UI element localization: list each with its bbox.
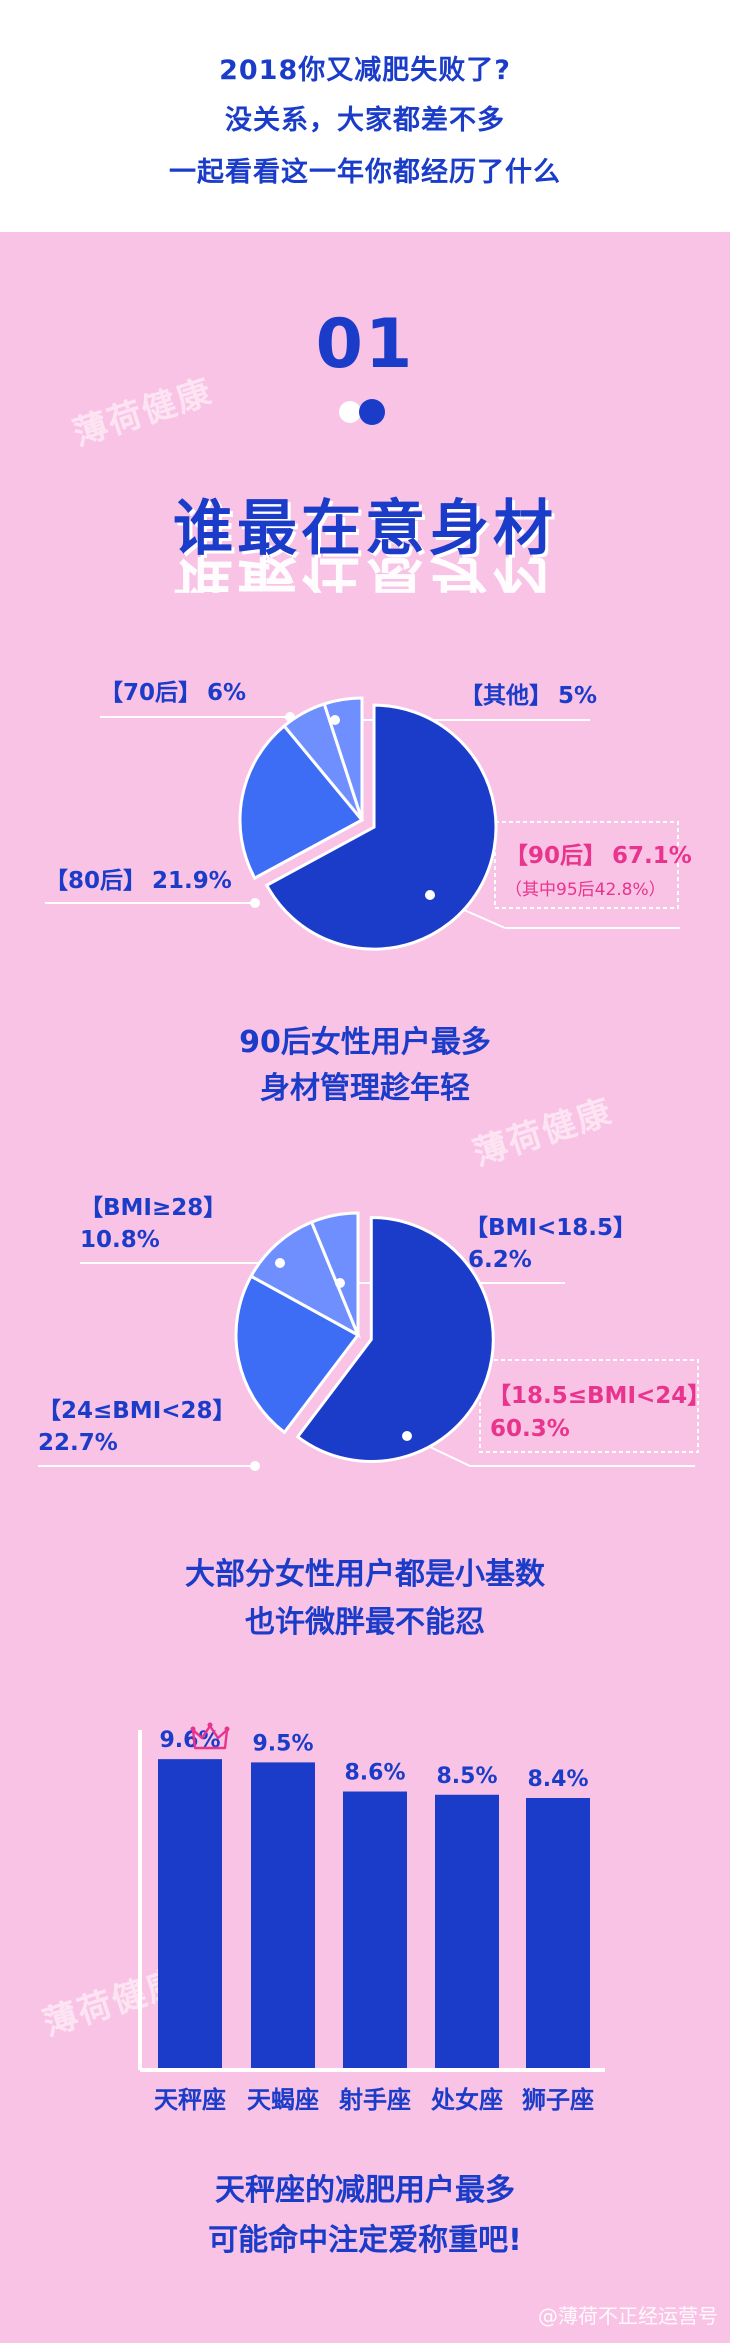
pie1-slice-3 xyxy=(322,696,364,821)
bar-caption-1: 天秤座的减肥用户最多 xyxy=(215,2173,515,2208)
header-line-2: 没关系，大家都差不多 xyxy=(225,105,505,136)
header-line-3: 一起看看这一年你都经历了什么 xyxy=(169,157,561,188)
bar-category-label-1: 天蝎座 xyxy=(247,2086,319,2114)
bar-0 xyxy=(158,1759,222,2070)
zodiac-bar-chart: 9.6% 天秤座 9.5% 天蝎座 8.6% 射手座 8.5% 处女座 8.4% 狮子座 xyxy=(138,1722,605,2114)
pie2-value-normal: 60.3% xyxy=(490,1416,570,1442)
pie1-label-90: 【90后】 67.1% xyxy=(505,843,692,869)
pie2-value-under: 6.2% xyxy=(468,1247,532,1273)
crown-icon xyxy=(190,1722,230,1750)
section-number: 01 xyxy=(315,305,415,384)
pie2-value-obese: 10.8% xyxy=(80,1227,160,1253)
pie2-caption-2: 也许微胖最不能忍 xyxy=(245,1605,485,1640)
bar-category-label-0: 天秤座 xyxy=(154,2086,226,2114)
bar-4 xyxy=(526,1798,590,2070)
header-banner: 2018你又减肥失败了? 没关系，大家都差不多 一起看看这一年你都经历了什么 xyxy=(0,0,730,232)
pie2-label-under: 【BMI<18.5】 xyxy=(465,1215,636,1241)
pie1-slice-1 xyxy=(238,723,365,881)
pie1-slice-0 xyxy=(264,703,498,951)
bar-2 xyxy=(343,1791,407,2070)
bar-value-label-3: 8.5% xyxy=(436,1764,497,1789)
bar-category-label-3: 处女座 xyxy=(430,2086,503,2114)
pie2-slice-2 xyxy=(249,1220,362,1339)
highlight-box-90 xyxy=(494,821,679,909)
age-pie-chart: 【70后】 6% 【其他】 5% 【80后】 21.9% 【90后】 67.1% （其中… xyxy=(45,680,692,951)
bmi-pie-chart: 【BMI≥28】 10.8% 【BMI<18.5】 6.2% 【24≤BMI<2… xyxy=(38,1195,710,1471)
pie2-label-obese: 【BMI≥28】 xyxy=(80,1195,226,1221)
bar-caption-2: 可能命中注定爱称重吧! xyxy=(208,2223,522,2258)
header-line-1: 2018你又减肥失败了? xyxy=(219,55,511,86)
pie1-caption-1: 90后女性用户最多 xyxy=(239,1025,491,1060)
pie2-label-over: 【24≤BMI<28】 xyxy=(38,1398,236,1424)
pie2-value-over: 22.7% xyxy=(38,1430,118,1456)
footer-credit: @薄荷不正经运营号 xyxy=(538,2304,718,2328)
bar-value-label-0: 9.6% xyxy=(159,1728,220,1753)
bar-value-label-2: 8.6% xyxy=(344,1761,405,1786)
bar-value-label-1: 9.5% xyxy=(252,1731,313,1756)
bar-value-label-4: 8.4% xyxy=(527,1767,588,1792)
pie1-caption-2: 身材管理趁年轻 xyxy=(260,1071,470,1106)
pie2-slice-0 xyxy=(295,1215,495,1463)
pie1-label-other: 【其他】 5% xyxy=(460,683,597,709)
pie2-slice-3 xyxy=(309,1211,360,1336)
pie1-note-95: （其中95后42.8%） xyxy=(505,880,666,900)
bar-category-label-2: 射手座 xyxy=(338,2086,411,2114)
bar-1 xyxy=(251,1762,315,2070)
pie2-caption-1: 大部分女性用户都是小基数 xyxy=(185,1557,545,1592)
section-title: 谁最在意身材 xyxy=(173,494,557,564)
pie1-label-70: 【70后】 6% xyxy=(100,680,246,706)
bar-category-label-4: 狮子座 xyxy=(522,2086,594,2114)
pie2-label-normal: 【18.5≤BMI<24】 xyxy=(488,1383,710,1409)
pie2-slice-1 xyxy=(234,1274,361,1435)
bar-3 xyxy=(435,1794,499,2070)
section-dots-icon xyxy=(339,399,385,425)
pie1-label-80: 【80后】 21.9% xyxy=(45,868,232,894)
